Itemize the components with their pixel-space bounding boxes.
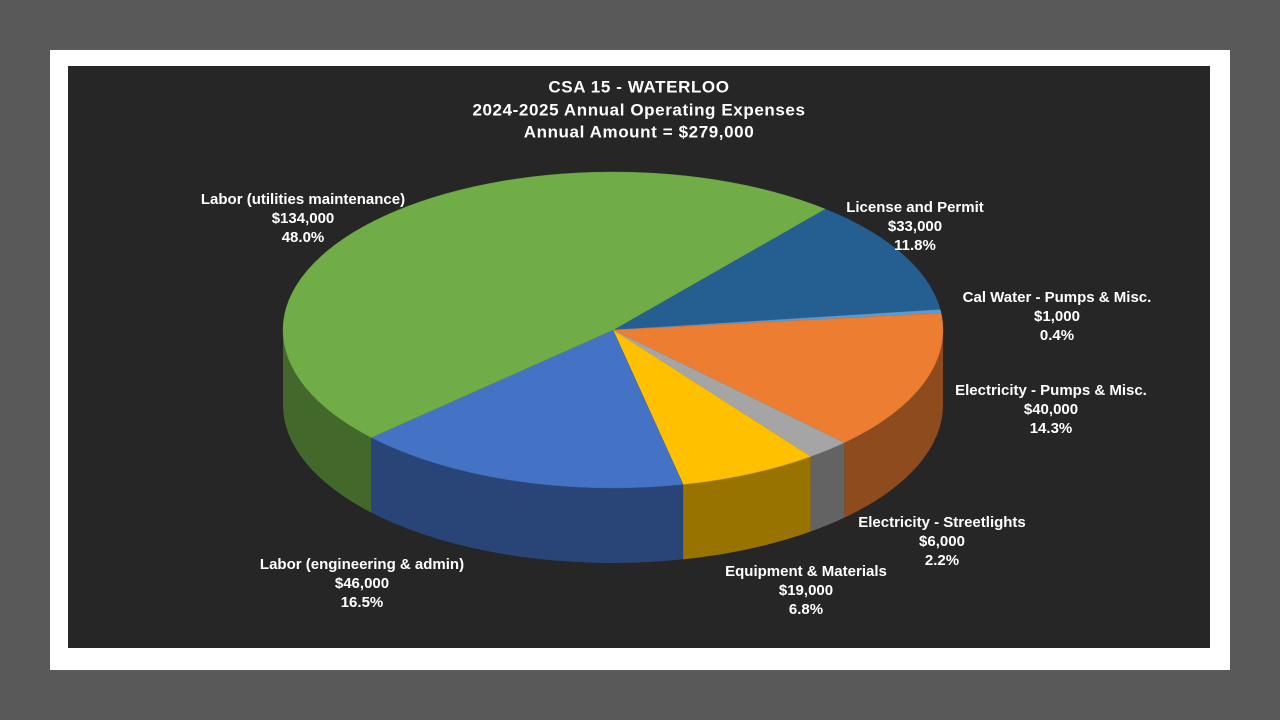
percent-label: 6.8%	[789, 601, 823, 618]
percent-label: 14.3%	[1030, 420, 1073, 437]
slice-label: License and Permit	[846, 199, 984, 216]
pie-slice	[282, 171, 826, 438]
value-label: $1,000	[1034, 308, 1080, 325]
slice-label: Labor (utilities maintenance)	[201, 191, 405, 208]
slice-label: Cal Water - Pumps & Misc.	[963, 289, 1152, 306]
slice-label: Electricity - Streetlights	[858, 514, 1026, 531]
chart-title: CSA 15 - WATERLOO	[548, 77, 729, 96]
value-label: $46,000	[335, 575, 389, 592]
slice-label: Labor (engineering & admin)	[260, 556, 464, 573]
percent-label: 48.0%	[282, 229, 325, 246]
percent-label: 16.5%	[341, 594, 384, 611]
chart-subtitle: 2024-2025 Annual Operating Expenses	[472, 100, 805, 119]
slice-side	[683, 456, 811, 560]
value-label: $40,000	[1024, 401, 1078, 418]
value-label: $6,000	[919, 533, 965, 550]
slice-side	[283, 330, 372, 513]
value-label: $134,000	[272, 210, 335, 227]
chart-subtitle: Annual Amount = $279,000	[524, 122, 755, 141]
percent-label: 2.2%	[925, 552, 959, 569]
slice-label: Electricity - Pumps & Misc.	[955, 382, 1147, 399]
pie-slice	[612, 208, 941, 331]
value-label: $33,000	[888, 218, 942, 235]
slice-side	[371, 437, 684, 563]
pie-slice	[612, 312, 944, 443]
percent-label: 0.4%	[1040, 327, 1074, 344]
value-label: $19,000	[779, 582, 833, 599]
percent-label: 11.8%	[894, 237, 936, 254]
slice-side	[810, 442, 845, 532]
pie-slice	[612, 329, 812, 485]
slice-side	[844, 330, 943, 518]
slice-label: Equipment & Materials	[725, 563, 887, 580]
pie-slice	[370, 329, 684, 489]
